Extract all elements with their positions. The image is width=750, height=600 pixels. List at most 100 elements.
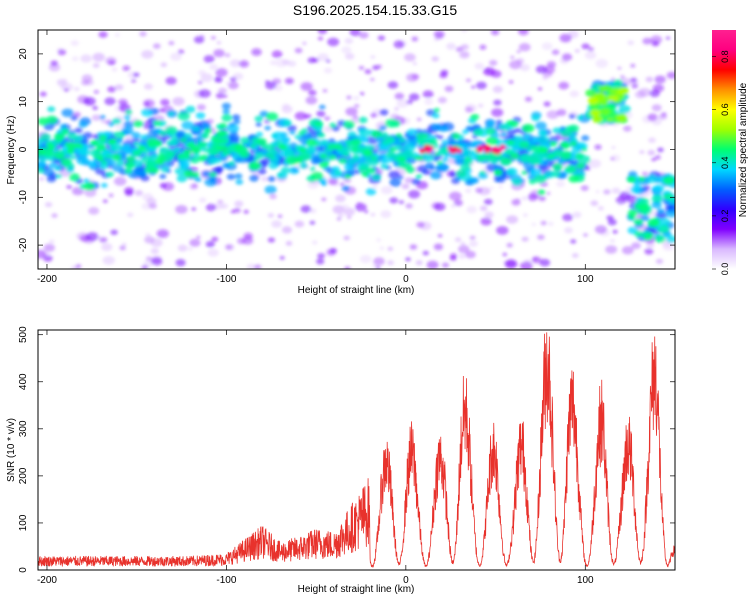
spectrogram-cell: [478, 103, 484, 108]
spectrogram-cell: [160, 98, 170, 106]
spectrogram-cell: [226, 245, 232, 250]
spectrogram-cell: [511, 199, 521, 206]
spectrogram-cell: [170, 52, 182, 61]
spectrogram-cell: [358, 116, 368, 124]
spectrogram-cell: [440, 69, 449, 76]
spectrogram-cell: [133, 120, 144, 128]
spectrogram-cell: [111, 67, 118, 72]
spectrogram-cell: [531, 256, 542, 264]
spectrogram-cell: [568, 114, 576, 119]
spectrogram-cell: [265, 112, 279, 121]
spectrogram-x-tick-label: 0: [403, 274, 409, 285]
spectrogram-cell: [425, 148, 432, 154]
spectrogram-cell: [575, 162, 585, 170]
spectrogram-cell: [75, 264, 82, 269]
spectrogram-cell: [537, 189, 546, 195]
spectrogram-cell: [561, 150, 572, 158]
spectrogram-cell: [412, 62, 417, 65]
spectrogram-cell: [449, 255, 457, 261]
spectrogram-cell: [598, 85, 608, 92]
spectrogram-cell: [64, 88, 69, 92]
spectrogram-cell: [107, 86, 116, 93]
spectrogram-cell: [99, 237, 108, 243]
spectrogram-cell: [91, 114, 101, 121]
spectrogram-cell: [594, 225, 607, 234]
spectrogram-cell: [395, 133, 403, 138]
spectrogram-cell: [649, 89, 660, 98]
spectrogram-cell: [560, 141, 570, 149]
spectrogram-cell: [470, 177, 478, 183]
spectrogram-cell: [81, 79, 89, 86]
spectrogram-cell: [449, 191, 462, 201]
spectrogram-cell: [444, 85, 454, 93]
spectrogram-cell: [377, 35, 386, 41]
spectrogram-cell: [143, 83, 153, 90]
spectrogram-cell: [552, 163, 563, 171]
colorbar-label: Normalized spectral amplitude: [738, 82, 749, 217]
spectrogram-cell: [651, 194, 663, 203]
spectrogram-cell: [630, 186, 641, 194]
spectrogram-cell: [294, 111, 307, 121]
spectrogram-cell: [160, 166, 169, 173]
spectrogram-cell: [368, 145, 376, 151]
spectrogram-cell: [110, 229, 118, 235]
spectrogram-cell: [359, 255, 372, 264]
spectrogram-cell: [319, 161, 329, 169]
spectrogram-cell: [352, 154, 359, 159]
spectrogram-cell: [474, 62, 485, 70]
spectrogram-cell: [502, 252, 508, 257]
spectrogram-cell: [510, 55, 515, 60]
spectrogram-cell: [647, 149, 656, 156]
spectrogram-cell: [659, 218, 671, 227]
spectrogram-cell: [434, 152, 441, 157]
spectrogram-cell: [172, 97, 185, 106]
spectrogram-cell: [332, 205, 345, 214]
spectrogram-cell: [489, 186, 494, 190]
spectrogram-cell: [288, 166, 300, 175]
spectrogram-cell: [251, 48, 262, 56]
spectrogram-cell: [309, 220, 316, 225]
spectrogram-cell: [43, 254, 53, 262]
spectrogram-cell: [492, 146, 499, 151]
spectrogram-cell: [233, 119, 241, 125]
spectrogram-cell: [411, 73, 420, 80]
spectrogram-cell: [506, 140, 514, 145]
spectrogram-cell: [524, 96, 533, 102]
spectrogram-cell: [617, 66, 622, 70]
spectrogram-cell: [441, 262, 450, 268]
spectrogram-cell: [490, 70, 502, 78]
spectrogram-cell: [159, 174, 167, 179]
spectrogram-cell: [589, 109, 601, 117]
spectrogram-cell: [570, 141, 577, 147]
spectrogram-cell: [422, 133, 429, 138]
spectrogram-cell: [341, 185, 350, 192]
spectrogram-cell: [496, 226, 509, 235]
spectrogram-cell: [380, 163, 389, 170]
spectrogram-cell: [148, 124, 156, 130]
spectrogram-cell: [298, 147, 307, 153]
spectrogram-cell: [254, 115, 264, 122]
spectrogram-cell: [552, 127, 562, 134]
spectrogram-cell: [343, 207, 355, 216]
spectrogram-cell: [201, 133, 209, 139]
spectrogram-x-tick-label: -200: [37, 274, 57, 285]
spectrogram-cell: [364, 69, 372, 75]
spectrogram-cell: [397, 175, 404, 180]
spectrogram-cell: [230, 210, 236, 214]
spectrogram-cell: [283, 119, 292, 126]
spectrogram-cell: [177, 49, 185, 55]
spectrogram-cell: [177, 153, 186, 160]
spectrogram-cell: [75, 143, 82, 148]
spectrogram-cell: [54, 166, 62, 171]
spectrogram-cell: [380, 186, 393, 195]
spectrogram-cell: [486, 136, 498, 146]
spectrogram-cell: [462, 149, 474, 158]
spectrogram-cell: [653, 184, 665, 193]
spectrogram-cell: [375, 266, 381, 269]
spectrogram-cell: [585, 89, 597, 98]
spectrogram-cell: [304, 113, 312, 120]
spectrogram-cell: [379, 132, 389, 139]
spectrogram-cell: [639, 150, 645, 154]
spectrogram-cell: [140, 134, 148, 140]
spectrogram-cell: [111, 153, 122, 161]
